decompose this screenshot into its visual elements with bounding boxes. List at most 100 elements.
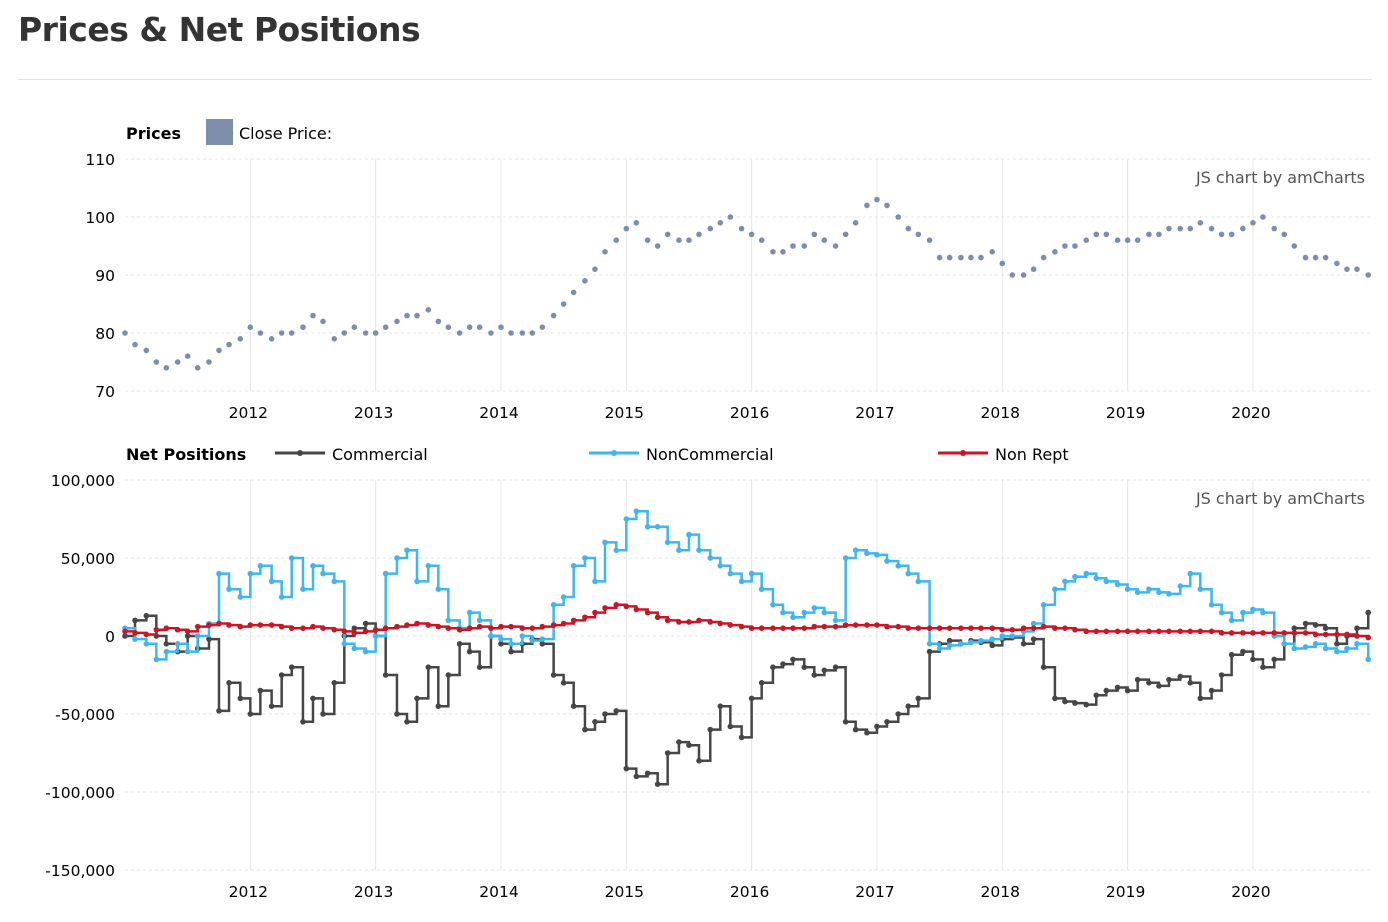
non-rept-point[interactable] (476, 623, 483, 630)
noncommercial-point[interactable] (602, 539, 608, 546)
price-point[interactable] (676, 237, 682, 243)
noncommercial-point[interactable] (654, 524, 661, 530)
commercial-point[interactable] (508, 648, 514, 655)
commercial-point[interactable] (132, 617, 138, 624)
price-point[interactable] (946, 254, 953, 261)
non-rept-point[interactable] (1344, 631, 1350, 638)
noncommercial-point[interactable] (570, 563, 577, 569)
non-rept-point[interactable] (968, 625, 974, 631)
price-point[interactable] (1052, 249, 1058, 255)
price-point[interactable] (1365, 272, 1372, 278)
commercial-point[interactable] (1322, 625, 1329, 631)
noncommercial-point[interactable] (257, 563, 264, 569)
noncommercial-point[interactable] (216, 570, 222, 577)
price-point[interactable] (122, 330, 128, 336)
price-point[interactable] (738, 225, 745, 232)
non-rept-point[interactable] (895, 623, 902, 630)
commercial-point[interactable] (1030, 636, 1037, 642)
non-rept-point[interactable] (1052, 625, 1058, 631)
non-rept-point[interactable] (1334, 631, 1340, 638)
non-rept-point[interactable] (382, 625, 389, 631)
price-point[interactable] (226, 341, 232, 348)
noncommercial-point[interactable] (508, 641, 514, 647)
price-point[interactable] (341, 330, 348, 336)
non-rept-point[interactable] (770, 625, 776, 631)
noncommercial-point[interactable] (1093, 575, 1100, 582)
noncommercial-point[interactable] (174, 641, 181, 647)
non-rept-point[interactable] (550, 622, 557, 628)
price-point[interactable] (331, 336, 338, 342)
commercial-line[interactable] (125, 612, 1370, 786)
non-rept-point[interactable] (1124, 628, 1131, 635)
price-point[interactable] (770, 249, 776, 255)
noncommercial-point[interactable] (1365, 656, 1372, 663)
price-point[interactable] (958, 254, 964, 261)
noncommercial-point[interactable] (842, 555, 849, 561)
non-rept-point[interactable] (1354, 633, 1360, 639)
non-rept-point[interactable] (206, 622, 212, 628)
non-rept-point[interactable] (539, 623, 546, 630)
non-rept-point[interactable] (592, 609, 598, 616)
commercial-point[interactable] (351, 625, 358, 631)
commercial-point[interactable] (717, 703, 724, 709)
non-rept-point[interactable] (310, 623, 316, 630)
commercial-point[interactable] (842, 719, 849, 725)
non-rept-point[interactable] (216, 620, 222, 627)
price-point[interactable] (1124, 237, 1131, 243)
price-point[interactable] (1187, 225, 1194, 232)
noncommercial-point[interactable] (445, 617, 452, 624)
non-rept-point[interactable] (842, 622, 849, 628)
noncommercial-point[interactable] (613, 547, 620, 553)
commercial-point[interactable] (770, 664, 776, 670)
non-rept-point[interactable] (184, 628, 191, 635)
commercial-point[interactable] (582, 726, 588, 733)
price-point[interactable] (915, 231, 922, 238)
price-point[interactable] (696, 231, 702, 238)
commercial-point[interactable] (1291, 625, 1298, 631)
non-rept-point[interactable] (519, 625, 526, 631)
non-rept-point[interactable] (456, 626, 463, 633)
noncommercial-point[interactable] (519, 633, 526, 639)
noncommercial-point[interactable] (1281, 641, 1288, 647)
legend-item-noncommercial[interactable]: NonCommercial (589, 445, 774, 464)
commercial-point[interactable] (811, 672, 818, 678)
commercial-point[interactable] (1250, 656, 1256, 663)
price-point[interactable] (1177, 225, 1184, 232)
non-rept-point[interactable] (226, 622, 232, 628)
noncommercial-point[interactable] (372, 633, 379, 639)
price-point[interactable] (466, 324, 473, 331)
non-rept-point[interactable] (999, 626, 1006, 633)
non-rept-point[interactable] (1134, 628, 1141, 635)
price-point[interactable] (257, 330, 264, 336)
noncommercial-point[interactable] (1260, 609, 1266, 616)
price-point[interactable] (1103, 231, 1110, 238)
price-point[interactable] (1334, 260, 1340, 267)
price-point[interactable] (570, 289, 577, 296)
noncommercial-point[interactable] (644, 524, 651, 530)
non-rept-point[interactable] (1030, 625, 1037, 631)
noncommercial-point[interactable] (946, 642, 953, 649)
non-rept-point[interactable] (404, 622, 410, 628)
non-rept-point[interactable] (529, 625, 536, 631)
non-rept-point[interactable] (946, 625, 953, 631)
noncommercial-point[interactable] (1040, 602, 1047, 608)
non-rept-point[interactable] (644, 609, 651, 616)
non-rept-point[interactable] (300, 625, 306, 631)
price-point[interactable] (498, 324, 504, 331)
noncommercial-point[interactable] (582, 555, 588, 561)
non-rept-point[interactable] (341, 628, 348, 635)
noncommercial-point[interactable] (1208, 602, 1215, 608)
price-point[interactable] (1083, 237, 1090, 243)
noncommercial-point[interactable] (362, 648, 369, 655)
non-rept-point[interactable] (1260, 630, 1266, 636)
commercial-point[interactable] (320, 711, 326, 717)
non-rept-point[interactable] (676, 619, 682, 625)
price-point[interactable] (539, 324, 546, 331)
noncommercial-point[interactable] (1156, 589, 1162, 596)
noncommercial-point[interactable] (884, 558, 890, 564)
commercial-point[interactable] (1354, 625, 1360, 631)
noncommercial-point[interactable] (592, 578, 598, 585)
commercial-point[interactable] (570, 703, 577, 709)
price-point[interactable] (968, 254, 974, 261)
noncommercial-point[interactable] (414, 578, 420, 585)
